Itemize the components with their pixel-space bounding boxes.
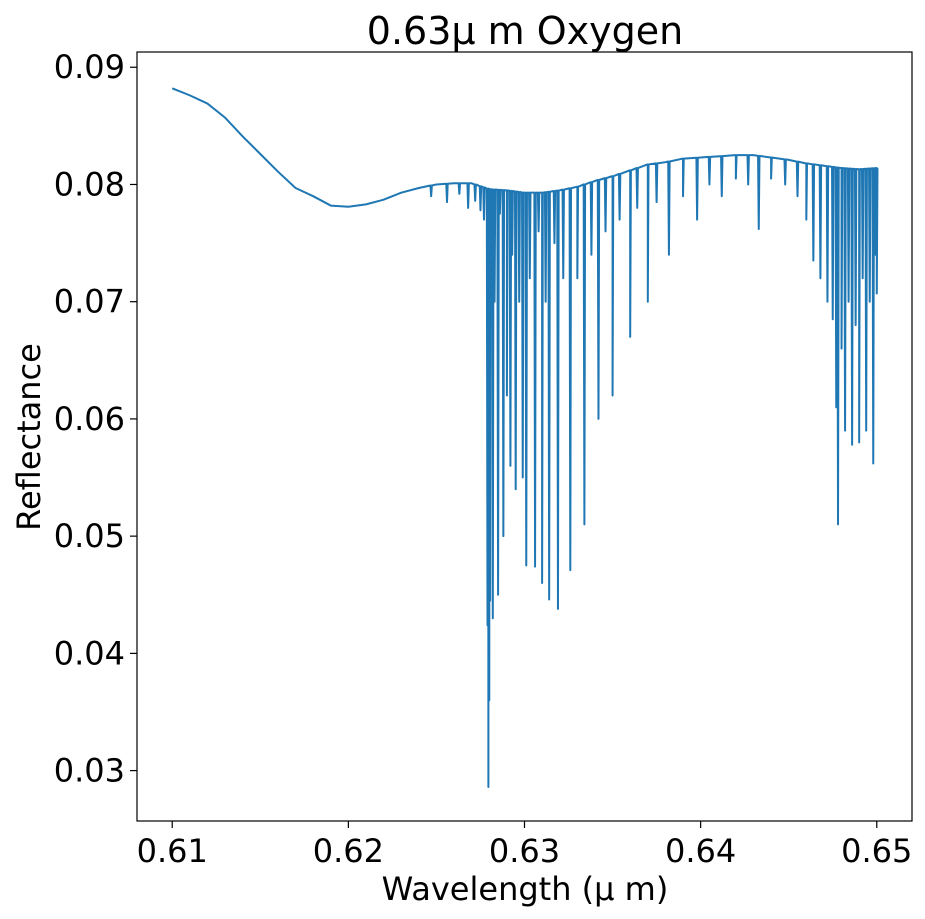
x-axis-label: Wavelength (μ m) — [382, 870, 669, 908]
reflectance-line — [171, 87, 879, 788]
y-tick-label: 0.09 — [54, 48, 125, 86]
series-layer — [171, 87, 879, 788]
x-tick-label: 0.63 — [489, 832, 560, 870]
y-tick-label: 0.04 — [54, 634, 125, 672]
x-tick-label: 0.65 — [841, 832, 912, 870]
x-tick-label: 0.62 — [313, 832, 384, 870]
y-axis-label: Reflectance — [10, 343, 48, 531]
x-axis: 0.61 0.62 0.63 0.64 0.65 — [137, 821, 912, 870]
y-tick-label: 0.05 — [54, 517, 125, 555]
chart-title: 0.63μ m Oxygen — [367, 9, 683, 53]
y-tick-label: 0.06 — [54, 400, 125, 438]
y-tick-label: 0.08 — [54, 165, 125, 203]
x-tick-label: 0.61 — [137, 832, 208, 870]
y-axis: 0.03 0.04 0.05 0.06 0.07 0.08 0.09 — [54, 48, 137, 790]
y-tick-label: 0.07 — [54, 283, 125, 321]
x-tick-label: 0.64 — [665, 832, 736, 870]
plot-frame — [136, 51, 913, 822]
y-tick-label: 0.03 — [54, 752, 125, 790]
